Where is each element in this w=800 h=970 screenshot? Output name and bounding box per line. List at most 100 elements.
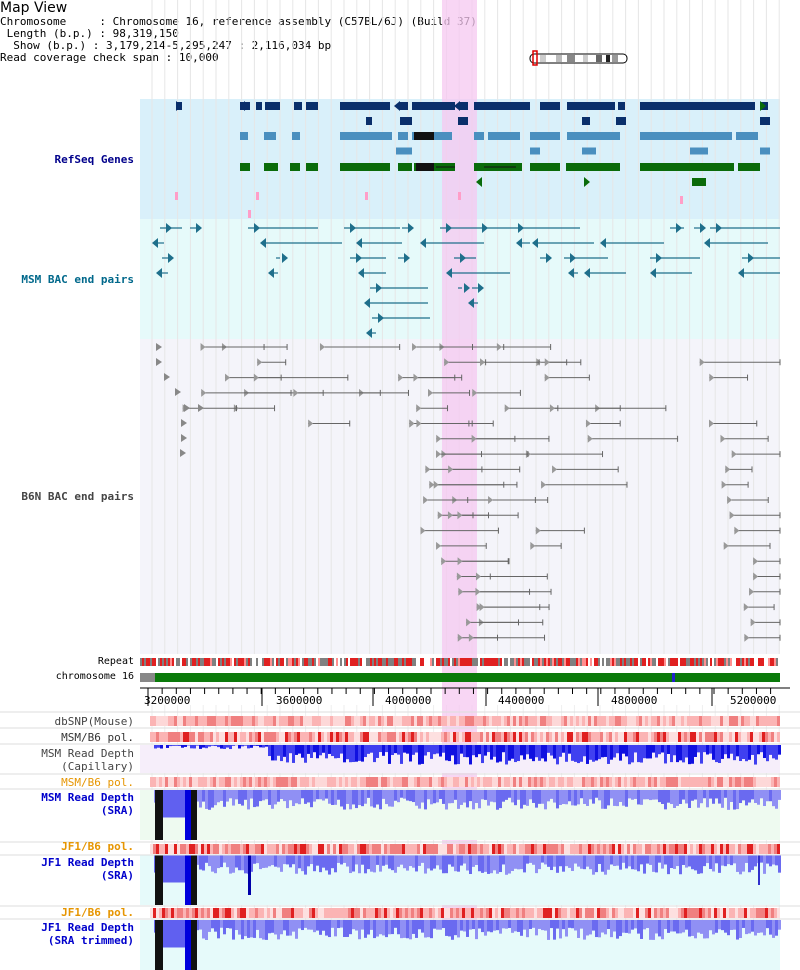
depth-bar	[712, 920, 715, 935]
density-cell	[300, 844, 303, 854]
track-label-jf1-depth-trimmed-1[interactable]: JF1 Read Depth	[41, 921, 134, 934]
density-cell	[312, 908, 315, 918]
density-cell	[525, 908, 528, 918]
depth-bar	[628, 745, 631, 765]
depth-bar	[199, 745, 202, 749]
density-cell	[723, 908, 726, 918]
repeat-feature	[546, 658, 548, 666]
depth-bar	[751, 745, 754, 755]
density-cell	[696, 844, 699, 854]
bac-arrow	[753, 572, 759, 581]
bac-arrow	[544, 373, 550, 382]
gene-block	[306, 102, 318, 110]
repeat-feature	[420, 658, 422, 666]
density-cell	[567, 844, 570, 854]
track-label-jf1-b6-pol-1[interactable]: JF1/B6 pol.	[61, 840, 134, 853]
depth-bar	[379, 920, 382, 935]
density-cell	[339, 716, 342, 726]
depth-bar	[778, 745, 781, 755]
track-label-msm-b6-pol-2[interactable]: MSM/B6 pol.	[61, 776, 134, 789]
depth-bar	[760, 745, 763, 753]
track-label-msm-depth-capillary-1[interactable]: MSM Read Depth	[41, 747, 134, 760]
depth-bar	[550, 745, 553, 756]
repeat-feature	[712, 658, 714, 666]
bac-arrow	[479, 603, 485, 612]
density-cell	[462, 908, 465, 918]
depth-bar	[475, 790, 478, 804]
density-cell	[384, 844, 387, 854]
depth-bar	[508, 855, 511, 874]
depth-bar	[382, 745, 385, 756]
density-cell	[723, 844, 726, 854]
density-cell	[168, 777, 171, 787]
depth-bar	[205, 855, 208, 863]
bac-arrow	[436, 450, 442, 459]
density-cell	[597, 716, 600, 726]
depth-bar	[595, 920, 598, 938]
repeat-feature	[742, 658, 744, 666]
density-cell	[348, 908, 351, 918]
density-cell	[489, 732, 492, 742]
track-label-msm-b6-pol-1[interactable]: MSM/B6 pol.	[61, 731, 134, 744]
gene-block	[582, 117, 590, 125]
density-cell	[711, 732, 714, 742]
density-cell	[654, 908, 657, 918]
repeat-feature	[214, 658, 216, 666]
density-cell	[189, 908, 192, 918]
track-label-dbsnp[interactable]: dbSNP(Mouse)	[54, 715, 134, 728]
density-cell	[501, 844, 504, 854]
density-cell	[612, 777, 615, 787]
density-cell	[357, 844, 360, 854]
density-cell	[240, 716, 243, 726]
depth-bar	[622, 920, 625, 933]
density-cell	[330, 908, 333, 918]
density-cell	[747, 777, 750, 787]
depth-bar	[580, 745, 583, 762]
density-cell	[705, 844, 708, 854]
depth-bar	[370, 745, 373, 753]
depth-bar	[574, 855, 577, 864]
density-cell	[534, 844, 537, 854]
density-cell	[222, 732, 225, 742]
density-cell	[315, 844, 318, 854]
depth-bar	[493, 745, 496, 757]
gene-arrow	[460, 253, 466, 263]
repeat-feature	[560, 658, 562, 666]
density-cell	[594, 908, 597, 918]
density-cell	[399, 732, 402, 742]
density-cell	[456, 716, 459, 726]
density-cell	[294, 716, 297, 726]
density-cell	[327, 844, 330, 854]
depth-bar	[655, 790, 658, 800]
track-label-msm-depth-sra-1[interactable]: MSM Read Depth	[41, 791, 134, 804]
density-cell	[495, 908, 498, 918]
repeat-feature	[508, 658, 510, 666]
depth-bar	[754, 920, 757, 936]
density-cell	[576, 844, 579, 854]
density-cell	[633, 844, 636, 854]
density-cell	[342, 908, 345, 918]
depth-bar	[565, 920, 568, 937]
density-cell	[678, 777, 681, 787]
density-cell	[423, 732, 426, 742]
depth-bar	[634, 920, 637, 929]
gene-arrow	[464, 283, 470, 293]
density-cell	[645, 732, 648, 742]
density-cell	[774, 908, 777, 918]
track-label-jf1-b6-pol-2[interactable]: JF1/B6 pol.	[61, 906, 134, 919]
depth-bar	[643, 790, 646, 800]
repeat-feature	[276, 658, 278, 666]
repeat-feature	[310, 658, 312, 666]
track-label-jf1-depth-sra-1[interactable]: JF1 Read Depth	[41, 856, 134, 869]
track-label-msm-bac[interactable]: MSM BAC end pairs	[21, 273, 134, 286]
density-cell	[282, 777, 285, 787]
track-label-b6n-bac[interactable]: B6N BAC end pairs	[21, 490, 134, 503]
density-cell	[234, 732, 237, 742]
depth-bar	[490, 855, 493, 874]
depth-bar	[391, 790, 394, 807]
depth-bar	[580, 920, 583, 929]
density-cell	[552, 908, 555, 918]
track-label-refseq-genes[interactable]: RefSeq Genes	[54, 153, 134, 166]
gene-block	[265, 102, 280, 110]
